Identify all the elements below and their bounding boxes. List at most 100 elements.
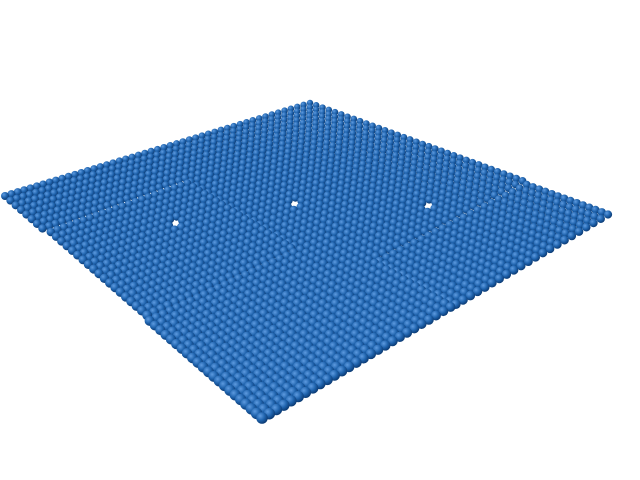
- atom-sphere: [258, 152, 267, 160]
- atom-sphere: [514, 190, 523, 199]
- atom-sphere: [108, 165, 117, 173]
- atom-sphere: [341, 200, 350, 209]
- atom-sphere: [406, 187, 415, 196]
- atom-sphere: [409, 170, 417, 178]
- atom-sphere: [566, 196, 575, 205]
- atom-sphere: [256, 168, 265, 177]
- atom-sphere: [165, 215, 175, 224]
- atom-sphere: [498, 210, 508, 219]
- atom-sphere: [134, 151, 143, 159]
- atom-sphere: [211, 128, 219, 136]
- atom-sphere: [191, 139, 199, 147]
- atom-sphere: [209, 149, 217, 157]
- atom-sphere: [468, 158, 477, 167]
- atom-sphere: [233, 156, 241, 164]
- atom-sphere: [443, 203, 452, 212]
- atom-sphere: [519, 205, 528, 214]
- atom-sphere: [188, 166, 197, 175]
- atom-sphere: [449, 157, 457, 165]
- atom-sphere: [6, 196, 15, 205]
- atom-sphere: [324, 185, 333, 194]
- atom-sphere: [505, 178, 514, 187]
- atom-sphere: [426, 189, 434, 198]
- atom-sphere: [480, 169, 489, 177]
- atom-sphere: [291, 141, 299, 149]
- atom-sphere: [216, 136, 224, 144]
- atom-sphere: [368, 188, 377, 197]
- atom-sphere: [146, 153, 155, 161]
- atom-sphere: [278, 145, 286, 153]
- atom-sphere: [342, 188, 351, 197]
- atom-sphere: [289, 156, 298, 164]
- atom-sphere: [403, 162, 412, 170]
- atom-sphere: [335, 144, 343, 152]
- atom-sphere: [400, 184, 409, 193]
- atom-sphere: [19, 192, 28, 201]
- atom-sphere: [211, 180, 220, 188]
- atom-sphere: [238, 165, 247, 173]
- atom-sphere: [349, 185, 358, 194]
- atom-sphere: [342, 194, 350, 203]
- atom-sphere: [377, 168, 385, 176]
- atom-sphere: [196, 153, 204, 161]
- atom-sphere: [582, 223, 591, 232]
- atom-sphere: [367, 194, 376, 203]
- atom-sphere: [391, 157, 399, 165]
- atom-sphere: [246, 146, 255, 154]
- atom-sphere: [249, 177, 258, 185]
- atom-sphere: [370, 171, 379, 179]
- atom-sphere: [131, 197, 140, 206]
- atom-sphere: [465, 290, 476, 301]
- atom-sphere: [72, 199, 81, 208]
- atom-sphere: [256, 412, 268, 424]
- atom-sphere: [261, 183, 270, 192]
- atom-sphere: [168, 195, 177, 205]
- atom-sphere: [221, 150, 229, 158]
- atom-sphere: [442, 160, 451, 168]
- atom-sphere: [342, 132, 350, 140]
- atom-sphere: [480, 282, 490, 292]
- atom-sphere: [301, 162, 310, 170]
- atom-sphere: [541, 187, 550, 196]
- atom-sphere: [403, 167, 411, 176]
- atom-sphere: [425, 142, 433, 151]
- atom-sphere: [259, 195, 268, 204]
- atom-sphere: [263, 166, 271, 174]
- atom-sphere: [173, 140, 181, 148]
- atom-sphere: [393, 136, 401, 144]
- atom-sphere: [149, 179, 158, 188]
- atom-sphere: [360, 149, 368, 158]
- atom-sphere: [266, 139, 274, 148]
- atom-sphere: [574, 227, 584, 236]
- atom-sphere: [253, 192, 262, 200]
- atom-sphere: [251, 165, 259, 174]
- atom-sphere: [465, 181, 474, 190]
- atom-sphere: [61, 191, 70, 200]
- atom-sphere: [409, 164, 418, 173]
- atom-sphere: [197, 137, 206, 145]
- atom-sphere: [305, 126, 313, 134]
- atom-sphere: [127, 164, 135, 173]
- atom-sphere: [402, 173, 411, 181]
- atom-sphere: [307, 165, 316, 173]
- atom-sphere: [410, 159, 419, 167]
- atom-sphere: [383, 170, 392, 179]
- atom-sphere: [247, 141, 255, 149]
- atom-sphere: [247, 136, 255, 144]
- atom-sphere: [77, 169, 86, 177]
- atom-sphere: [455, 159, 464, 168]
- atom-sphere: [222, 144, 230, 152]
- atom-sphere: [184, 152, 192, 160]
- atom-sphere: [133, 162, 141, 171]
- atom-sphere: [512, 208, 521, 218]
- atom-sphere: [217, 183, 226, 192]
- atom-sphere: [93, 187, 102, 195]
- atom-sphere: [212, 174, 221, 183]
- atom-sphere: [492, 179, 500, 188]
- atom-sphere: [128, 153, 136, 161]
- atom-sphere: [271, 147, 280, 156]
- atom-sphere: [178, 148, 186, 156]
- atom-sphere: [271, 153, 279, 161]
- atom-sphere: [371, 165, 379, 174]
- atom-sphere: [126, 170, 134, 179]
